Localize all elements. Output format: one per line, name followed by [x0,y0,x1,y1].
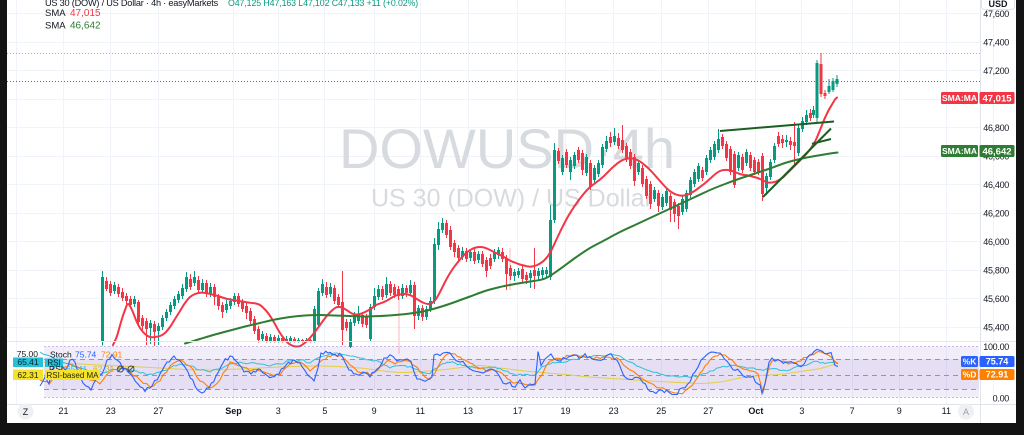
svg-text:11: 11 [416,406,425,416]
svg-text:SMA:MA: SMA:MA [942,146,977,156]
svg-text:USD: USD [988,0,1008,9]
svg-text:9: 9 [372,406,377,416]
svg-text:46,400: 46,400 [983,180,1009,190]
svg-text:47,015: 47,015 [982,94,1012,105]
svg-text:US 30 (DOW) / US Dollar: US 30 (DOW) / US Dollar [371,185,653,213]
svg-text:13: 13 [463,406,473,416]
svg-text:5: 5 [322,406,327,416]
svg-text:SMA:MA: SMA:MA [942,93,977,103]
svg-text:46,642: 46,642 [982,147,1011,158]
svg-text:21: 21 [58,406,68,416]
svg-text:100.00: 100.00 [983,342,1009,352]
svg-text:47,400: 47,400 [983,37,1009,47]
svg-text:0.00: 0.00 [993,394,1010,404]
svg-text:RSI: RSI [49,364,63,374]
svg-text:62.31: 62.31 [17,370,39,380]
svg-text:19: 19 [560,406,570,416]
svg-text:47,015: 47,015 [70,8,101,19]
svg-text:45,800: 45,800 [983,265,1009,275]
svg-text:11: 11 [942,406,951,416]
svg-text:46,000: 46,000 [983,237,1009,247]
svg-text:%K: %K [963,357,978,367]
svg-text:75.74: 75.74 [75,350,97,360]
svg-text:%D: %D [963,370,977,380]
svg-text:75.00: 75.00 [17,349,39,359]
svg-text:62.31: 62.31 [93,364,115,374]
svg-text:Sep: Sep [225,406,242,416]
svg-text:17: 17 [513,406,523,416]
svg-text:3: 3 [799,406,804,416]
svg-text:A: A [963,407,969,417]
svg-text:O47,125 H47,163 L47,102 C47: O47,125 H47,163 L47,102 C47,133 +11 (+0.… [228,0,418,8]
svg-text:46,800: 46,800 [983,123,1009,133]
svg-text:3: 3 [276,406,281,416]
svg-text:72.91: 72.91 [986,370,1009,380]
svg-text:23: 23 [106,406,116,416]
svg-text:DOWUSD·4h: DOWUSD·4h [339,117,675,180]
svg-text:47,600: 47,600 [983,9,1009,19]
svg-text:27: 27 [153,406,163,416]
svg-text:27: 27 [703,406,713,416]
svg-text:Z: Z [23,407,29,417]
svg-text:RSI: RSI [47,359,60,368]
svg-text:Oct: Oct [748,406,763,416]
svg-text:25: 25 [656,406,666,416]
svg-text:75.74: 75.74 [986,357,1009,367]
svg-text:47,200: 47,200 [983,66,1009,76]
svg-text:Stoch: Stoch [50,350,72,360]
svg-text:46,200: 46,200 [983,208,1009,218]
svg-text:65.41: 65.41 [17,357,39,367]
svg-text:7: 7 [850,406,855,416]
svg-text:23: 23 [609,406,619,416]
svg-text:45,400: 45,400 [983,322,1009,332]
svg-text:RSI-based MA: RSI-based MA [46,371,99,380]
svg-text:65.41: 65.41 [66,364,88,374]
svg-text:SMA: SMA [45,8,66,19]
svg-text:US 30 (DOW) / US Dollar · 4h ·: US 30 (DOW) / US Dollar · 4h · easyMarke… [45,0,219,8]
svg-text:SMA: SMA [45,21,66,32]
svg-text:46,642: 46,642 [70,21,101,32]
svg-text:45,600: 45,600 [983,294,1009,304]
svg-text:72.91: 72.91 [101,350,123,360]
svg-text:9: 9 [897,406,902,416]
